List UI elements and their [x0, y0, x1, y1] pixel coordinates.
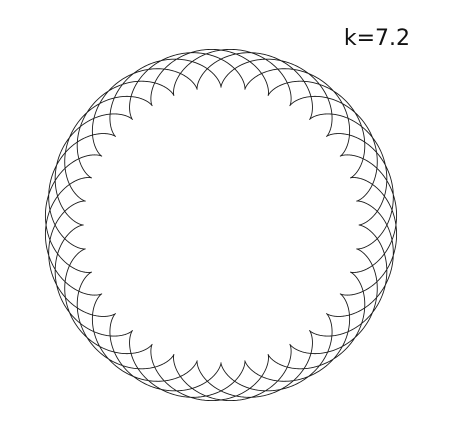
epicycloid-curve — [44, 48, 398, 402]
k-parameter-label: k=7.2 — [343, 26, 410, 51]
